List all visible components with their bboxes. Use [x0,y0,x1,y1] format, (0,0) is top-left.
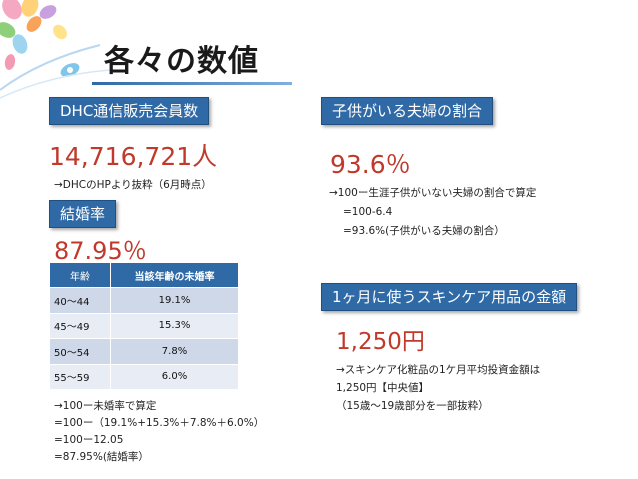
marriage-note-3: =100ー12.05 [54,434,124,446]
marriage-value: 87.95％ [54,237,147,265]
table-cell-rate: 19.1% [110,287,239,314]
table-cell-age: 45～49 [49,312,111,339]
marriage-note-2: =100ー（19.1%+15.3%＋7.8%＋6.0%） [54,417,265,429]
flower-decoration-icon [0,0,110,99]
skincare-label: 1ヶ月に使うスキンケア用品の金額 [321,283,578,311]
table-cell-age: 50～54 [49,338,111,365]
title-underline [92,82,292,85]
table-cell-rate: 6.0% [110,363,239,390]
members-note: →DHCのHPより抜粋（6月時点） [54,179,212,191]
table-header-row: 年齢 当該年齢の未婚率 [49,262,239,288]
children-label: 子供がいる夫婦の割合 [321,97,494,125]
table-row: 55～59 6.0% [49,363,239,390]
children-note-2: =100-6.4 [343,206,393,218]
skincare-note-3: （15歳～19歳部分を一部抜粋） [336,400,489,412]
unmarried-rate-table: 年齢 当該年齢の未婚率 40～44 19.1% 45～49 15.3% 50～5… [49,262,239,390]
table-header-rate: 当該年齢の未婚率 [110,262,239,288]
marriage-label: 結婚率 [49,200,117,228]
table-header-age: 年齢 [49,262,111,288]
members-value: 14,716,721人 [49,142,218,171]
members-label: DHC通信販売会員数 [49,97,210,125]
children-note-3: =93.6%(子供がいる夫婦の割合） [343,225,505,237]
page-title: 各々の数値 [104,44,259,79]
table-cell-age: 55～59 [49,363,111,390]
marriage-note-1: →100ー未婚率で算定 [54,400,157,412]
table-row: 45～49 15.3% [49,312,239,339]
table-cell-age: 40～44 [49,287,111,314]
table-row: 40～44 19.1% [49,287,239,314]
children-value: 93.6％ [330,150,411,179]
skincare-note-1: →スキンケア化粧品の1ケ月平均投資金額は [336,364,541,376]
marriage-note-4: =87.95%(結婚率） [54,451,149,463]
table-row: 50～54 7.8% [49,338,239,365]
table-cell-rate: 15.3% [110,312,239,339]
table-cell-rate: 7.8% [110,338,239,365]
children-note-1: →100ー生涯子供がいない夫婦の割合で算定 [329,187,537,199]
skincare-note-2: 1,250円【中央値】 [336,382,430,394]
skincare-value: 1,250円 [336,329,425,355]
